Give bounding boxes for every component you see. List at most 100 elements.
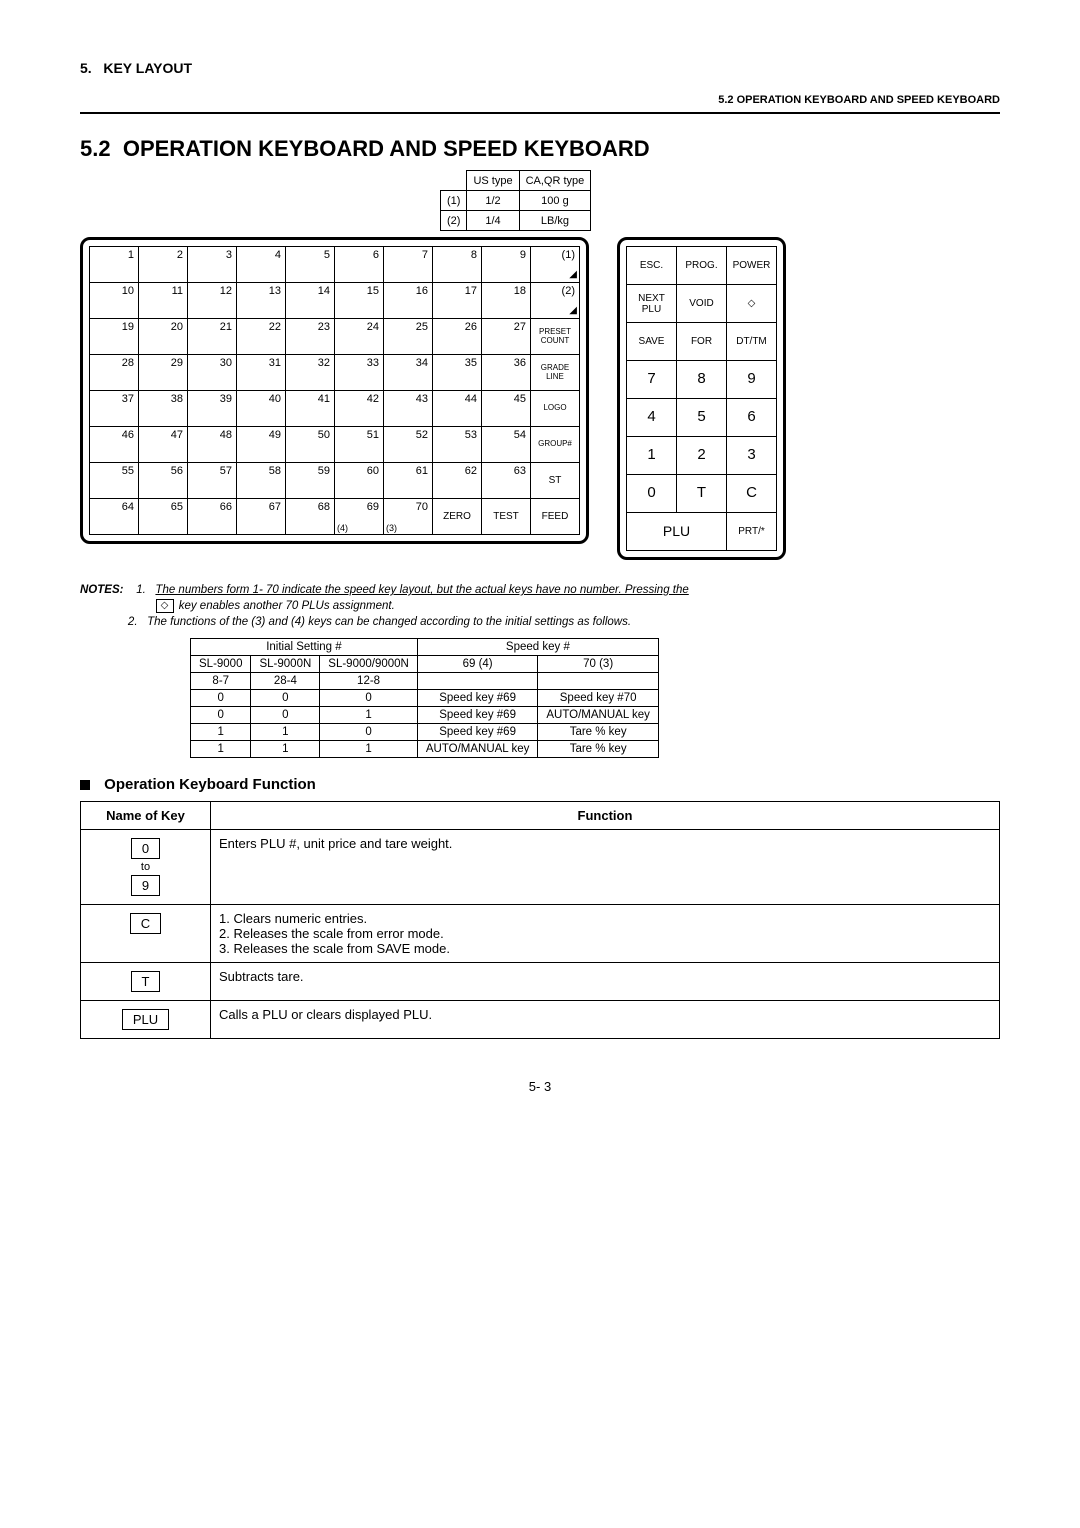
speed-key: 46 xyxy=(90,427,139,463)
op-key: FOR xyxy=(677,323,727,361)
operation-keyboard: ESC.PROG.POWERNEXT PLUVOID◇SAVEFORDT/TM7… xyxy=(617,237,786,560)
speed-key: 56 xyxy=(139,463,188,499)
speed-key: 70(3) xyxy=(384,499,433,535)
op-key: NEXT PLU xyxy=(627,285,677,323)
speed-key: 13 xyxy=(237,283,286,319)
keycap: 9 xyxy=(131,875,160,896)
speed-key: 11 xyxy=(139,283,188,319)
op-key: 2 xyxy=(677,437,727,475)
op-key: PROG. xyxy=(677,247,727,285)
speed-key: 18 xyxy=(482,283,531,319)
speed-key: 59 xyxy=(286,463,335,499)
speed-key: 16 xyxy=(384,283,433,319)
speed-key: 67 xyxy=(237,499,286,535)
speed-key: 4 xyxy=(237,247,286,283)
chapter-header: 5. KEY LAYOUT xyxy=(80,60,1000,76)
speed-key: 27 xyxy=(482,319,531,355)
speed-key: 24 xyxy=(335,319,384,355)
speed-key: 52 xyxy=(384,427,433,463)
speed-key: GRADE LINE xyxy=(531,355,580,391)
speed-key: 58 xyxy=(237,463,286,499)
speed-key: 66 xyxy=(188,499,237,535)
speed-key: 39 xyxy=(188,391,237,427)
speed-key: (2)◢ xyxy=(531,283,580,319)
op-key: 1 xyxy=(627,437,677,475)
speed-key: 63 xyxy=(482,463,531,499)
op-key: PLU xyxy=(627,513,727,551)
speed-key: 54 xyxy=(482,427,531,463)
op-key: VOID xyxy=(677,285,727,323)
speed-key: 25 xyxy=(384,319,433,355)
speed-key: 15 xyxy=(335,283,384,319)
op-key: 3 xyxy=(727,437,777,475)
speed-key: 47 xyxy=(139,427,188,463)
speed-key: 61 xyxy=(384,463,433,499)
page-number: 5- 3 xyxy=(80,1079,1000,1094)
op-key: POWER xyxy=(727,247,777,285)
speed-key: 7 xyxy=(384,247,433,283)
speed-key: 5 xyxy=(286,247,335,283)
speed-key: 42 xyxy=(335,391,384,427)
speed-key: 20 xyxy=(139,319,188,355)
speed-key: ZERO xyxy=(433,499,482,535)
speed-key: 69(4) xyxy=(335,499,384,535)
keycap: T xyxy=(131,971,161,992)
speed-key: 33 xyxy=(335,355,384,391)
speed-key: 21 xyxy=(188,319,237,355)
function-table: Name of Key Function 0to9Enters PLU #, u… xyxy=(80,801,1000,1039)
op-key: 0 xyxy=(627,475,677,513)
speed-key: 26 xyxy=(433,319,482,355)
speed-key: 50 xyxy=(286,427,335,463)
speed-key: PRESET COUNT xyxy=(531,319,580,355)
speed-key: 68 xyxy=(286,499,335,535)
speed-key: LOGO xyxy=(531,391,580,427)
keycap: 0 xyxy=(131,838,160,859)
speed-key: 9 xyxy=(482,247,531,283)
keycap: C xyxy=(130,913,161,934)
speed-key: TEST xyxy=(482,499,531,535)
speed-key: 55 xyxy=(90,463,139,499)
speed-key: 38 xyxy=(139,391,188,427)
op-key: SAVE xyxy=(627,323,677,361)
op-key: ESC. xyxy=(627,247,677,285)
speed-key: 57 xyxy=(188,463,237,499)
speed-key: 23 xyxy=(286,319,335,355)
subsection-ref: 5.2 OPERATION KEYBOARD AND SPEED KEYBOAR… xyxy=(80,94,1000,106)
speed-key: 22 xyxy=(237,319,286,355)
speed-key: 48 xyxy=(188,427,237,463)
speed-key: 19 xyxy=(90,319,139,355)
speed-key: 53 xyxy=(433,427,482,463)
speed-key: FEED xyxy=(531,499,580,535)
op-key: T xyxy=(677,475,727,513)
speed-key: 62 xyxy=(433,463,482,499)
speed-key: 3 xyxy=(188,247,237,283)
speed-key: 12 xyxy=(188,283,237,319)
divider xyxy=(80,112,1000,114)
speed-key: 36 xyxy=(482,355,531,391)
chapter-number: 5. xyxy=(80,60,92,76)
speed-key: 10 xyxy=(90,283,139,319)
speed-key: ST xyxy=(531,463,580,499)
speed-key: 32 xyxy=(286,355,335,391)
op-key: PRT/* xyxy=(727,513,777,551)
speed-key: 14 xyxy=(286,283,335,319)
settings-table: Initial Setting # Speed key # SL-9000SL-… xyxy=(190,638,659,758)
op-key: ◇ xyxy=(727,285,777,323)
speed-key: 17 xyxy=(433,283,482,319)
speed-key: 45 xyxy=(482,391,531,427)
speed-key: 65 xyxy=(139,499,188,535)
speed-key: 2 xyxy=(139,247,188,283)
speed-key: 40 xyxy=(237,391,286,427)
speed-key: 35 xyxy=(433,355,482,391)
speed-key: 30 xyxy=(188,355,237,391)
chapter-title: KEY LAYOUT xyxy=(103,60,192,76)
op-key: 4 xyxy=(627,399,677,437)
speed-key: 37 xyxy=(90,391,139,427)
section-title: 5.2 OPERATION KEYBOARD AND SPEED KEYBOAR… xyxy=(80,136,1000,162)
speed-key: 8 xyxy=(433,247,482,283)
type-table: US type CA,QR type (1) 1/2 100 g (2) 1/4… xyxy=(440,170,591,231)
speed-key: 51 xyxy=(335,427,384,463)
speed-key: 31 xyxy=(237,355,286,391)
op-key: 8 xyxy=(677,361,727,399)
diamond-icon: ◇ xyxy=(156,599,174,613)
